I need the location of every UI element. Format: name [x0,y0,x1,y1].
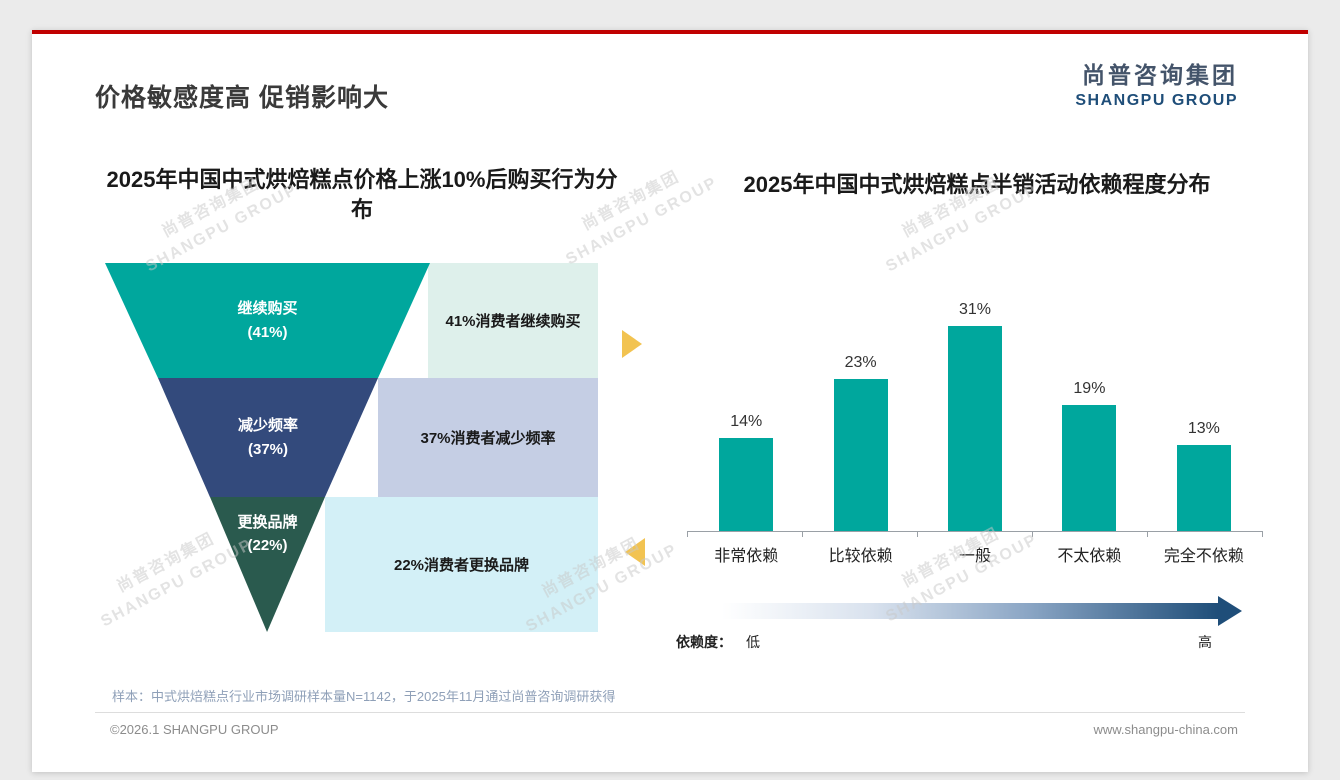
bar [833,379,888,531]
bar-column: 23% [803,354,917,531]
x-axis [687,531,1263,537]
category-label: 比较依赖 [828,548,893,565]
funnel-annotation-3: 22%消费者更换品牌 [325,497,598,632]
yellow-arrow-left-icon [625,538,645,566]
funnel-segment-label: 更换品牌 [237,514,298,531]
bar-value-label: 13% [1187,420,1220,437]
funnel-segment-value: (41%) [247,323,288,341]
category-label: 不太依赖 [1057,548,1122,565]
logo-chinese-text: 尚普咨询集团 [1082,62,1238,88]
funnel-segment-label: 继续购买 [237,300,298,318]
bar-column: 19% [1032,380,1146,531]
bar-value-label: 19% [1073,380,1106,397]
funnel-chart: 41%消费者继续购买 37%消费者减少频率 22%消费者更换品牌 继续购买 (4… [95,250,675,650]
bar [948,326,1003,531]
funnel-segment-label: 减少频率 [237,417,298,435]
bar-chart-title: 2025年中国中式烘焙糕点半销活动依赖程度分布 [743,172,1211,197]
category-label: 完全不依赖 [1163,548,1244,565]
funnel-segment-value: (37%) [247,440,288,458]
bar [719,438,774,531]
axis-tick [1032,532,1033,537]
bar-value-label: 14% [730,413,763,430]
category-label: 一般 [959,548,992,565]
funnel-annotation-1: 41%消费者继续购买 [428,263,598,378]
funnel-segment-reduce-frequency: 减少频率 (37%) [158,378,378,497]
bar-column: 31% [918,301,1032,531]
footer-divider [95,712,1245,713]
axis-tick [1147,532,1148,537]
dependency-axis-label: 依赖度： [676,634,732,650]
funnel-segment-switch-brand: 更换品牌 (22%) [210,497,325,632]
top-accent-bar [32,30,1308,34]
axis-tick [687,532,688,537]
category-label: 非常依赖 [714,548,779,565]
page-title: 价格敏感度高 促销影响大 [95,84,389,112]
dependency-gradient-bar [722,603,1218,619]
bar [1176,445,1231,531]
bar-value-label: 31% [959,301,992,318]
bar-chart: 14% 23% 31% 19% 13% [689,296,1261,531]
bar [1062,405,1117,531]
bar-column: 14% [689,413,803,531]
copyright-text: ©2026.1 SHANGPU GROUP [110,722,279,737]
bar-value-label: 23% [844,354,877,371]
yellow-arrow-right-icon [622,330,642,358]
axis-tick [1262,532,1263,537]
axis-tick [802,532,803,537]
company-logo: 尚普咨询集团 SHANGPU GROUP [1075,56,1238,110]
dependency-high-label: 高 [1198,634,1212,650]
bar-column: 13% [1147,420,1261,531]
funnel-segment-continue-buying: 继续购买 (41%) [105,263,430,378]
website-url: www.shangpu-china.com [1093,722,1238,737]
sample-footnote: 样本：中式烘焙糕点行业市场调研样本量N=1142，于2025年11月通过尚普咨询… [112,689,616,704]
bar-category-labels: 非常依赖 比较依赖 一般 不太依赖 完全不依赖 [689,542,1261,566]
funnel-annotation-2: 37%消费者减少频率 [378,378,598,497]
funnel-segment-value: (22%) [247,537,288,555]
funnel-chart-title: 2025年中国中式烘焙糕点价格上涨10%后购买行为分布 [106,167,618,222]
gradient-arrowhead-icon [1218,596,1242,626]
slide-card: 价格敏感度高 促销影响大 尚普咨询集团 SHANGPU GROUP 尚普咨询集团… [32,30,1308,772]
axis-tick [917,532,918,537]
dependency-low-label: 低 [746,634,760,650]
logo-english-text: SHANGPU GROUP [1075,92,1238,109]
